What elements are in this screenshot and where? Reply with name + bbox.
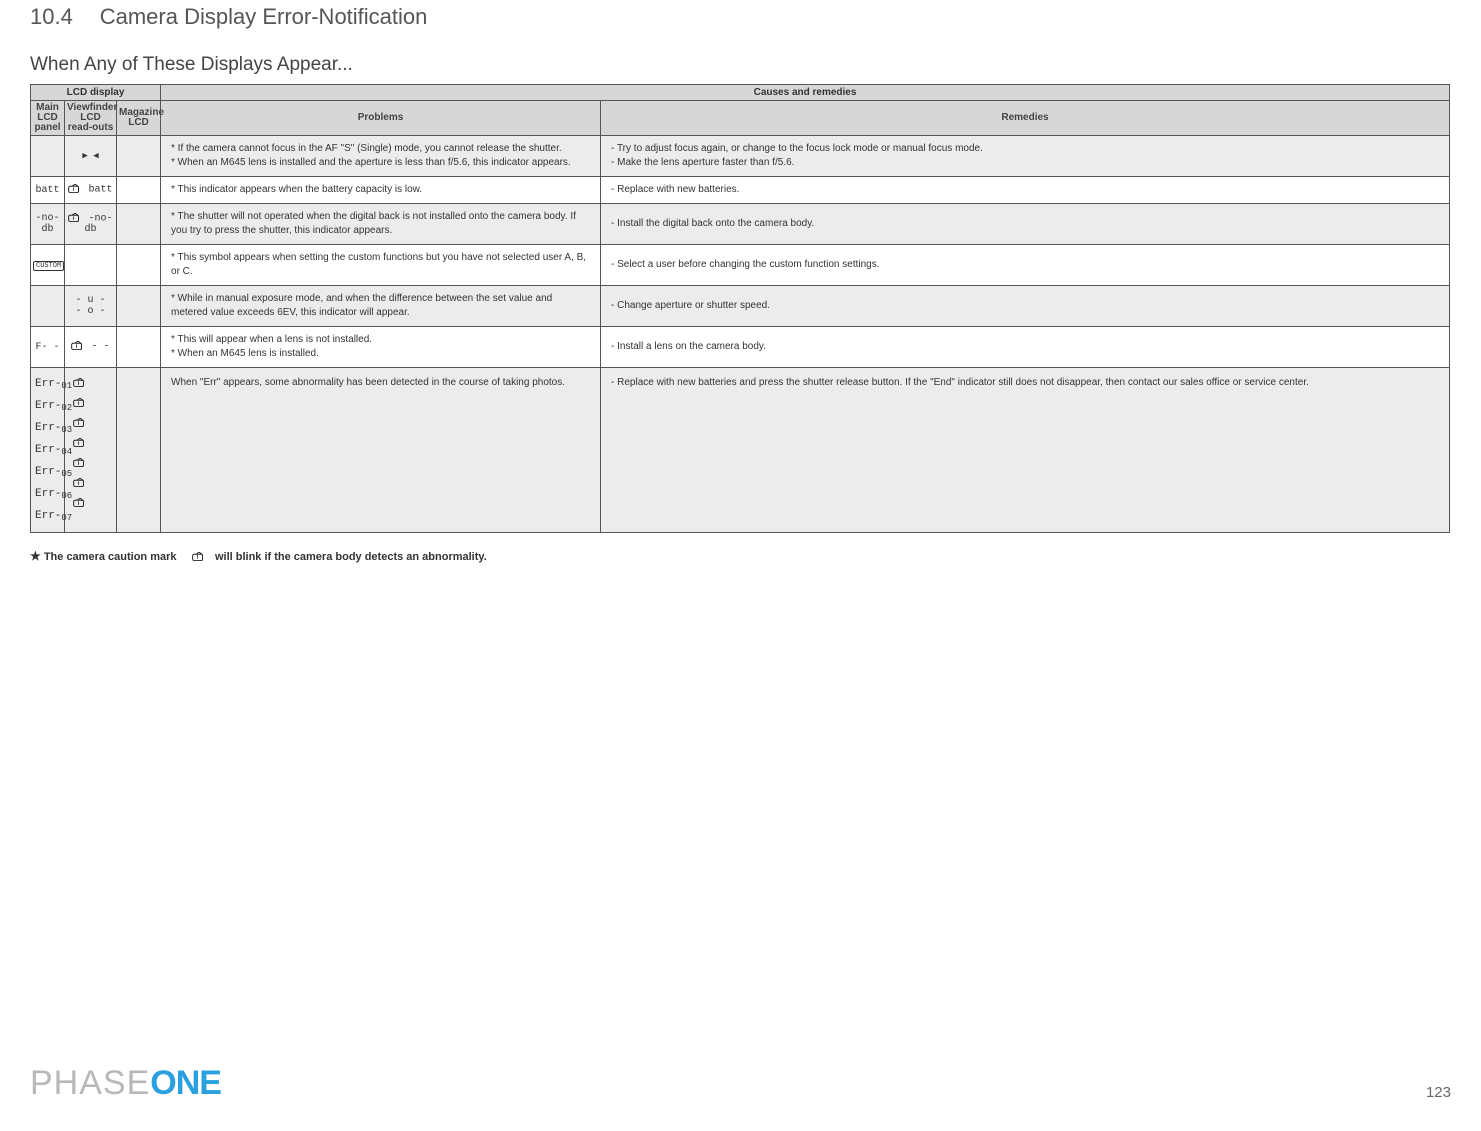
section-number: 10.4: [30, 4, 73, 29]
cell-remedy: - Try to adjust focus again, or change t…: [601, 136, 1450, 177]
svg-text:!: !: [72, 186, 75, 193]
cell-problem: * If the camera cannot focus in the AF "…: [161, 136, 601, 177]
cell-main-lcd: F- -: [31, 327, 65, 368]
logo-phase: PHASE: [30, 1064, 150, 1102]
cell-problem: * This will appear when a lens is not in…: [161, 327, 601, 368]
th-causes: Causes and remedies: [161, 85, 1450, 101]
brand-logo: PHASEONE: [30, 1064, 221, 1103]
cell-magazine: [117, 245, 161, 286]
footnote-suffix: will blink if the camera body detects an…: [215, 551, 487, 563]
svg-text:!: !: [72, 215, 75, 222]
th-magazine: Magazine LCD: [117, 101, 161, 136]
cell-problem: When "Err" appears, some abnormality has…: [161, 368, 601, 533]
cell-remedy: - Replace with new batteries.: [601, 177, 1450, 204]
svg-text:!: !: [77, 440, 80, 447]
cell-remedy: - Change aperture or shutter speed.: [601, 286, 1450, 327]
cell-magazine: [117, 327, 161, 368]
th-problems: Problems: [161, 101, 601, 136]
cell-viewfinder: ! -no-db: [65, 204, 117, 245]
th-main-lcd: Main LCD panel: [31, 101, 65, 136]
cell-magazine: [117, 368, 161, 533]
cell-problem: * This indicator appears when the batter…: [161, 177, 601, 204]
section-title: Camera Display Error-Notification: [100, 4, 428, 29]
svg-text:!: !: [77, 400, 80, 407]
cell-problem: * The shutter will not operated when the…: [161, 204, 601, 245]
cell-magazine: [117, 136, 161, 177]
cell-viewfinder: ▶ ◀: [65, 136, 117, 177]
svg-text:!: !: [77, 500, 80, 507]
page-number: 123: [1426, 1084, 1451, 1101]
cell-remedy: - Select a user before changing the cust…: [601, 245, 1450, 286]
cell-problem: * While in manual exposure mode, and whe…: [161, 286, 601, 327]
svg-text:!: !: [77, 460, 80, 467]
cell-problem: * This symbol appears when setting the c…: [161, 245, 601, 286]
error-table: LCD display Causes and remedies Main LCD…: [30, 84, 1450, 533]
logo-one: ONE: [150, 1064, 221, 1102]
th-viewfinder: Viewfinder LCD read-outs: [65, 101, 117, 136]
cell-main-lcd: batt: [31, 177, 65, 204]
cell-viewfinder: !!!!!!!: [65, 368, 117, 533]
svg-text:!: !: [77, 380, 80, 387]
cell-viewfinder: ! batt: [65, 177, 117, 204]
cell-magazine: [117, 204, 161, 245]
star-icon: ★: [30, 549, 41, 563]
svg-text:!: !: [196, 555, 198, 561]
cell-main-lcd: [31, 286, 65, 327]
cell-viewfinder: - u -- o -: [65, 286, 117, 327]
page-subheading: When Any of These Displays Appear...: [0, 30, 1481, 84]
cell-remedy: - Install the digital back onto the came…: [601, 204, 1450, 245]
caution-icon: !: [192, 551, 206, 563]
cell-remedy: - Replace with new batteries and press t…: [601, 368, 1450, 533]
footnote-prefix: The camera caution mark: [44, 551, 177, 563]
cell-remedy: - Install a lens on the camera body.: [601, 327, 1450, 368]
cell-main-lcd: Err-01Err-02Err-03Err-04Err-05Err-06Err-…: [31, 368, 65, 533]
svg-text:!: !: [75, 343, 78, 350]
cell-magazine: [117, 177, 161, 204]
cell-viewfinder: ! - -: [65, 327, 117, 368]
cell-magazine: [117, 286, 161, 327]
cell-main-lcd: [31, 136, 65, 177]
cell-main-lcd: CUSTOM: [31, 245, 65, 286]
th-remedies: Remedies: [601, 101, 1450, 136]
footnote: ★ The camera caution mark ! will blink i…: [0, 533, 1481, 563]
th-lcd-display: LCD display: [31, 85, 161, 101]
svg-text:!: !: [77, 480, 80, 487]
svg-text:!: !: [77, 420, 80, 427]
cell-viewfinder: [65, 245, 117, 286]
cell-main-lcd: -no-db: [31, 204, 65, 245]
